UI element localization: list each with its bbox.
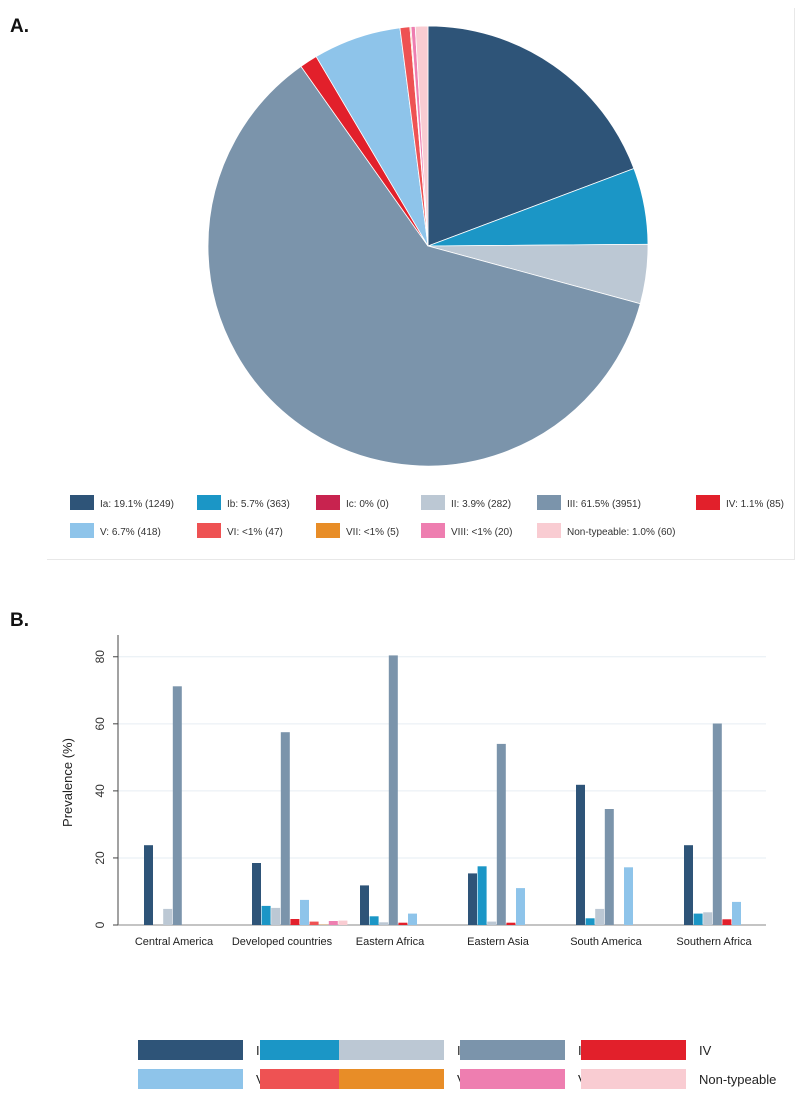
pie-legend-label-ia: Ia: 19.1% (1249)	[100, 499, 174, 510]
panel-a-label: A.	[10, 16, 29, 37]
pie-legend-swatch-ib	[197, 495, 221, 510]
bar-legend-swatch-vi	[260, 1069, 365, 1089]
pie-legend-label-iv: IV: 1.1% (85)	[726, 499, 784, 510]
bar-iv-3	[506, 922, 516, 925]
x-category-label: Central America	[135, 936, 214, 948]
bar-ii-1	[271, 907, 281, 925]
pie-legend-swatch-iii	[537, 495, 561, 510]
y-tick-label: 0	[93, 921, 107, 928]
bar-iii-3	[496, 743, 506, 925]
bar-ib-3	[477, 866, 487, 925]
pie-legend-label-ib: Ib: 5.7% (363)	[227, 499, 290, 510]
bar-iii-0	[172, 686, 182, 925]
y-tick-label: 60	[93, 717, 107, 731]
pie-legend-swatch-iv	[696, 495, 720, 510]
pie-legend-swatch-vi	[197, 523, 221, 538]
pie-legend-swatch-nt	[537, 523, 561, 538]
bar-ia-5	[684, 845, 693, 925]
pie-legend-swatch-ic	[316, 495, 340, 510]
y-axis-label: Prevalence (%)	[60, 738, 75, 827]
pie-legend-label-viii: VIII: <1% (20)	[451, 527, 512, 538]
pie-legend-swatch-vii	[316, 523, 340, 538]
pie-legend-swatch-ia	[70, 495, 94, 510]
bar-iii-5	[712, 723, 722, 925]
bar-ii-5	[703, 912, 713, 925]
pie-legend-label-vi: VI: <1% (47)	[227, 527, 283, 538]
bar-legend-label-nt: Non-typeable	[699, 1072, 776, 1087]
x-category-label: Eastern Africa	[356, 936, 425, 948]
pie-legend-swatch-viii	[421, 523, 445, 538]
bar-ib-1	[261, 905, 271, 925]
bar-v-2	[408, 913, 417, 925]
bar-iii-4	[604, 809, 614, 925]
pie-legend-label-v: V: 6.7% (418)	[100, 527, 161, 538]
bar-ii-3	[487, 921, 497, 925]
bar-legend-swatch-nt	[581, 1069, 686, 1089]
x-category-label: Eastern Asia	[467, 936, 530, 948]
bar-ii-0	[163, 908, 173, 925]
bar-ia-2	[360, 885, 369, 925]
bar-legend-swatch-iii	[460, 1040, 565, 1060]
panel-a-frame	[47, 8, 795, 560]
bar-legend-swatch-ii	[339, 1040, 444, 1060]
bar-v-5	[732, 901, 741, 925]
bar-ii-4	[595, 908, 605, 925]
panel-b-label: B.	[10, 610, 29, 631]
bar-viii-1	[328, 921, 338, 925]
pie-legend-label-iii: III: 61.5% (3951)	[567, 499, 641, 510]
pie-legend-swatch-ii	[421, 495, 445, 510]
y-tick-label: 40	[93, 784, 107, 798]
bar-iv-5	[722, 919, 732, 925]
pie-slice-iii	[207, 65, 641, 467]
pie-legend-label-vii: VII: <1% (5)	[346, 527, 399, 538]
bar-ib-4	[585, 918, 595, 925]
bar-legend-swatch-iv	[581, 1040, 686, 1060]
bar-legend-swatch-ia	[138, 1040, 243, 1060]
pie-legend-swatch-v	[70, 523, 94, 538]
x-category-label: Southern Africa	[676, 936, 752, 948]
pie-slice-nt	[414, 25, 429, 247]
y-tick-label: 80	[93, 650, 107, 664]
bar-ib-2	[369, 916, 379, 925]
pie-legend: Ia: 19.1% (1249) Ib: 5.7% (363) Ic: 0% (0)…	[70, 495, 784, 538]
bar-ia-0	[144, 845, 153, 925]
bar-vi-1	[309, 921, 319, 925]
bar-nt-1	[338, 920, 348, 925]
x-category-label: Developed countries	[232, 936, 333, 948]
bar-iv-1	[290, 919, 300, 925]
bar-legend-swatch-vii	[339, 1069, 444, 1089]
x-category-label: South America	[570, 936, 642, 948]
bar-legend-swatch-viii	[460, 1069, 565, 1089]
bar-chart: 0 20 40 60 80 Prevalence (%) Central America De…	[60, 635, 766, 948]
bar-v-4	[624, 867, 633, 925]
bar-iii-2	[388, 655, 398, 925]
bar-ib-5	[693, 913, 703, 925]
pie-legend-label-ic: Ic: 0% (0)	[346, 499, 389, 510]
bar-iv-2	[398, 922, 408, 925]
pie-slice-ia	[427, 25, 635, 247]
y-tick-label: 20	[93, 851, 107, 865]
bar-iii-1	[280, 732, 290, 925]
pie-legend-label-ii: II: 3.9% (282)	[451, 499, 511, 510]
bar-v-1	[300, 899, 309, 925]
bar-ia-4	[576, 784, 585, 925]
bar-ia-1	[252, 863, 261, 925]
bar-v-3	[516, 888, 525, 925]
bar-legend: IaIbIIIIIIVVVIVIIVIIINon-typeable	[138, 1040, 776, 1089]
bar-legend-label-iv: IV	[699, 1043, 712, 1058]
bar-legend-swatch-v	[138, 1069, 243, 1089]
bar-ii-2	[379, 922, 389, 925]
pie-legend-label-nt: Non-typeable: 1.0% (60)	[567, 527, 675, 538]
bar-ia-3	[468, 873, 477, 925]
pie-chart	[207, 25, 649, 467]
bar-legend-swatch-ib	[260, 1040, 365, 1060]
